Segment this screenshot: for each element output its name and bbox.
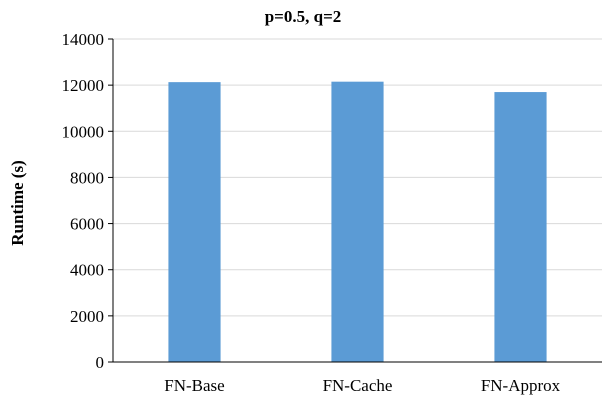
y-tick-label: 2000	[70, 307, 104, 326]
bars	[168, 82, 546, 362]
chart-title: p=0.5, q=2	[265, 7, 342, 26]
x-tick-label: FN-Base	[164, 376, 224, 395]
x-tick-label: FN-Approx	[481, 376, 561, 395]
bar-fn-base	[168, 82, 220, 362]
x-tick-label: FN-Cache	[323, 376, 393, 395]
y-tick-label: 6000	[70, 215, 104, 234]
y-tick-label: 4000	[70, 261, 104, 280]
y-tick-label: 8000	[70, 168, 104, 187]
y-tick-label: 14000	[62, 30, 105, 49]
bar-fn-cache	[331, 82, 383, 362]
y-tick-label: 12000	[62, 76, 105, 95]
bar-fn-approx	[494, 92, 546, 362]
y-axis-label: Runtime (s)	[8, 160, 27, 245]
y-tick-label: 10000	[62, 122, 105, 141]
y-tick-label: 0	[96, 353, 105, 372]
